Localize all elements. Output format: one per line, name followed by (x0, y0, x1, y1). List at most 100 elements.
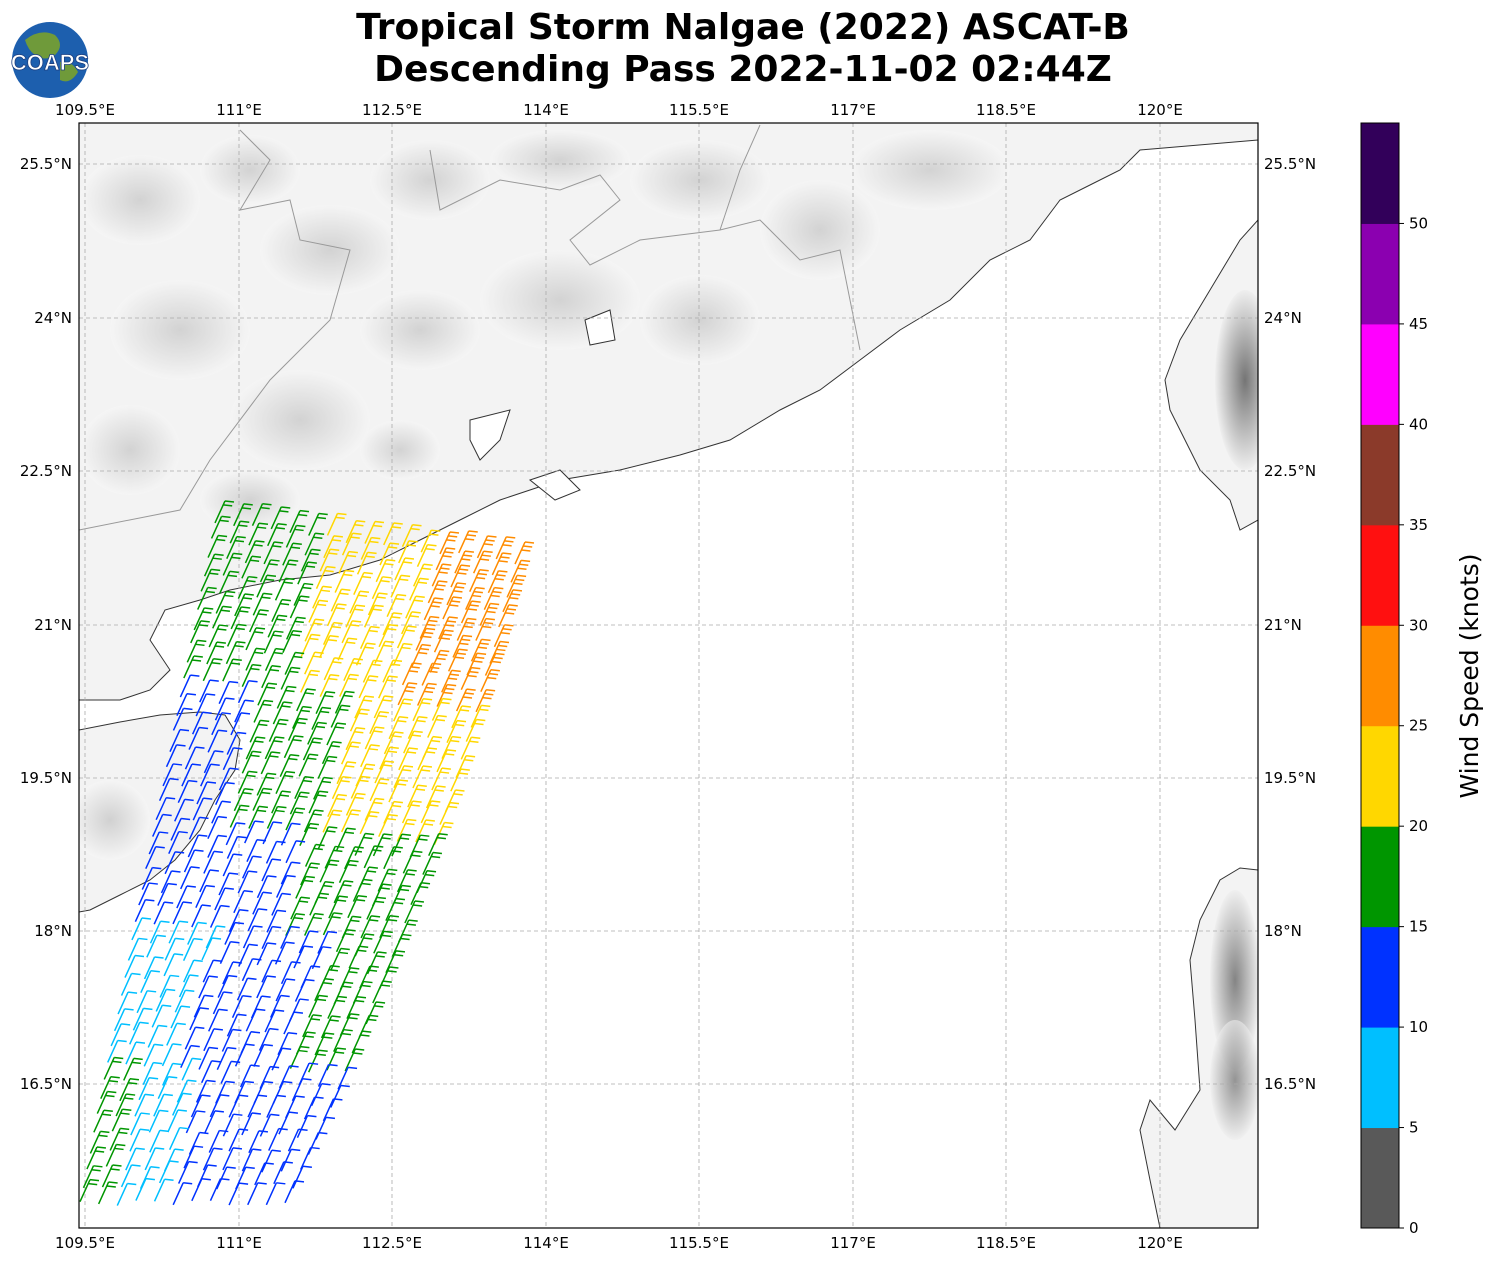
wind-barb (266, 805, 287, 829)
wind-barb (450, 564, 471, 588)
wind-barb (412, 698, 433, 722)
wind-barb (168, 920, 189, 944)
wind-barb (475, 689, 496, 713)
wind-barb (379, 915, 399, 939)
wind-barb (186, 639, 207, 663)
wind-barb (191, 1178, 211, 1202)
wind-barb (373, 695, 394, 719)
wind-barb (416, 544, 437, 568)
colorbar-tick-label: 15 (1409, 918, 1428, 936)
wind-barb (334, 569, 355, 593)
wind-barb (97, 1181, 118, 1205)
wind-barb (247, 1182, 267, 1206)
wind-barb (263, 541, 284, 565)
lat-tick: 24°N (1264, 309, 1302, 327)
wind-barb (181, 763, 201, 787)
wind-barb (187, 921, 207, 945)
wind-barb (351, 1030, 372, 1054)
wind-barb (315, 565, 336, 589)
wind-barb (247, 1094, 268, 1118)
wind-barb (189, 1007, 209, 1031)
wind-barb (415, 819, 435, 843)
wind-barb (383, 731, 404, 755)
wind-barb (363, 845, 384, 869)
wind-barb (314, 1032, 335, 1056)
wind-barb (267, 523, 287, 547)
lat-tick: 18°N (1264, 922, 1302, 940)
wind-barb (489, 640, 510, 664)
wind-barb (180, 866, 200, 890)
colorbar-segment (1361, 123, 1399, 224)
wind-barb (237, 870, 258, 894)
wind-barb (372, 980, 392, 1004)
wind-barb (215, 781, 235, 805)
wind-barb (330, 947, 350, 971)
wind-barb (266, 1094, 286, 1118)
wind-barb (303, 1096, 324, 1120)
wind-barb (228, 1094, 249, 1118)
wind-barb (86, 1146, 107, 1170)
wind-barb (401, 662, 422, 686)
wind-barb (149, 920, 170, 944)
wind-barb (242, 925, 263, 949)
wind-barb (377, 868, 398, 892)
wind-barb (236, 977, 257, 1001)
wind-barb (161, 1043, 182, 1067)
wind-barb (113, 1008, 134, 1032)
wind-barb (352, 878, 373, 902)
wind-barb (280, 925, 300, 949)
wind-barb (386, 593, 407, 617)
wind-barb (206, 641, 226, 665)
wind-barb (460, 736, 481, 760)
wind-barb (317, 1063, 338, 1087)
wind-barb (149, 1129, 169, 1153)
wind-barb (251, 502, 272, 527)
wind-barb (469, 568, 489, 593)
wind-barb (271, 598, 291, 622)
wind-barb (256, 975, 276, 999)
wind-barb (367, 592, 388, 616)
lat-tick: 25.5°N (1264, 155, 1316, 173)
wind-barb (275, 978, 296, 1002)
wind-barb (176, 885, 196, 909)
wind-barb (289, 595, 310, 619)
wind-barbs (79, 500, 535, 1206)
wind-barb (362, 659, 383, 683)
wind-barb (222, 1113, 243, 1137)
wind-barb (241, 750, 262, 774)
wind-barb (303, 912, 324, 936)
wind-barb (148, 1109, 169, 1133)
wind-barb (278, 1111, 299, 1135)
wind-barb (454, 550, 475, 574)
wind-barb (320, 1015, 341, 1039)
wind-barb (222, 1147, 243, 1171)
wind-barb (180, 1044, 200, 1068)
wind-barb (369, 778, 390, 802)
wind-barb (360, 536, 381, 560)
wind-barb (271, 790, 291, 814)
wind-barb (422, 851, 443, 875)
wind-barb (323, 657, 344, 681)
wind-barb (289, 1045, 310, 1069)
wind-barb (216, 1046, 237, 1070)
colorbar-segment (1361, 725, 1399, 827)
wind-barb (193, 607, 214, 631)
wind-barb (275, 874, 296, 898)
wind-barb (245, 736, 266, 760)
wind-barb (218, 872, 239, 896)
wind-barb (412, 765, 433, 789)
wind-barb (391, 933, 412, 957)
wind-barb (209, 904, 230, 928)
wind-barb (196, 781, 217, 805)
colorbar-tick-label: 40 (1409, 415, 1428, 433)
wind-barb (502, 589, 523, 613)
wind-barb (333, 880, 354, 904)
wind-barb (195, 884, 215, 908)
wind-barb (374, 640, 395, 664)
wind-barb (217, 974, 238, 998)
wind-barb (285, 840, 306, 864)
wind-barb (308, 599, 329, 623)
wind-barb (203, 750, 224, 774)
lon-tick: 114°E (523, 101, 569, 119)
wind-barb (410, 881, 431, 906)
